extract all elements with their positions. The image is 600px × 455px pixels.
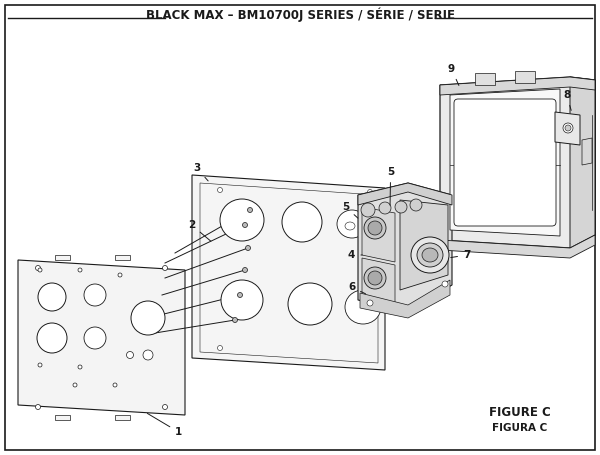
Polygon shape <box>115 255 130 260</box>
Ellipse shape <box>35 404 41 410</box>
FancyBboxPatch shape <box>454 99 556 226</box>
Ellipse shape <box>565 125 571 131</box>
Text: 5: 5 <box>387 167 394 205</box>
Ellipse shape <box>245 246 251 251</box>
Ellipse shape <box>163 266 167 271</box>
Ellipse shape <box>143 350 153 360</box>
Ellipse shape <box>368 221 382 235</box>
Polygon shape <box>358 183 452 205</box>
Ellipse shape <box>410 199 422 211</box>
Text: FIGURA C: FIGURA C <box>493 423 548 433</box>
Ellipse shape <box>131 301 165 335</box>
Ellipse shape <box>163 404 167 410</box>
Ellipse shape <box>379 202 391 214</box>
Polygon shape <box>115 415 130 420</box>
Ellipse shape <box>361 203 375 217</box>
Ellipse shape <box>422 248 438 262</box>
Ellipse shape <box>118 273 122 277</box>
Polygon shape <box>362 258 395 306</box>
Ellipse shape <box>411 237 449 273</box>
Text: 8: 8 <box>563 90 571 111</box>
Ellipse shape <box>78 365 82 369</box>
Polygon shape <box>515 71 535 83</box>
Ellipse shape <box>220 199 264 241</box>
Ellipse shape <box>242 222 248 228</box>
Ellipse shape <box>218 345 223 350</box>
Ellipse shape <box>364 267 386 289</box>
Ellipse shape <box>238 293 242 298</box>
Ellipse shape <box>367 300 373 306</box>
Ellipse shape <box>84 284 106 306</box>
Text: BLACK MAX – BM10700J SERIES / SÉRIE / SERIE: BLACK MAX – BM10700J SERIES / SÉRIE / SE… <box>146 8 455 22</box>
Polygon shape <box>440 77 595 95</box>
Ellipse shape <box>282 202 322 242</box>
Ellipse shape <box>38 363 42 367</box>
Ellipse shape <box>38 283 66 311</box>
Polygon shape <box>440 235 595 258</box>
Ellipse shape <box>563 123 573 133</box>
Polygon shape <box>450 89 560 236</box>
Ellipse shape <box>37 323 67 353</box>
Text: 9: 9 <box>448 64 459 86</box>
Text: 5: 5 <box>342 202 358 218</box>
Polygon shape <box>55 255 70 260</box>
Polygon shape <box>358 183 452 310</box>
Ellipse shape <box>242 268 248 273</box>
Text: 7: 7 <box>451 250 470 260</box>
Text: 3: 3 <box>193 163 208 181</box>
Text: FIGURE C: FIGURE C <box>489 405 551 419</box>
Ellipse shape <box>218 187 223 192</box>
Ellipse shape <box>38 268 42 272</box>
Ellipse shape <box>442 281 448 287</box>
Polygon shape <box>360 280 450 318</box>
Polygon shape <box>555 112 580 145</box>
Ellipse shape <box>248 207 253 212</box>
Polygon shape <box>18 260 185 415</box>
Ellipse shape <box>368 271 382 285</box>
Polygon shape <box>55 415 70 420</box>
Ellipse shape <box>127 352 133 359</box>
Ellipse shape <box>78 268 82 272</box>
Text: 6: 6 <box>348 282 365 294</box>
Ellipse shape <box>84 327 106 349</box>
Polygon shape <box>192 175 385 370</box>
Polygon shape <box>570 77 595 248</box>
Polygon shape <box>582 138 592 165</box>
Polygon shape <box>440 77 595 248</box>
Ellipse shape <box>417 243 443 267</box>
Polygon shape <box>200 183 378 363</box>
Polygon shape <box>362 207 395 262</box>
Ellipse shape <box>35 266 41 271</box>
Ellipse shape <box>367 189 373 194</box>
Ellipse shape <box>233 318 238 323</box>
Ellipse shape <box>221 280 263 320</box>
Ellipse shape <box>337 210 367 238</box>
Ellipse shape <box>345 290 381 324</box>
Ellipse shape <box>364 217 386 239</box>
Text: 2: 2 <box>188 220 211 241</box>
Polygon shape <box>475 73 495 85</box>
Ellipse shape <box>113 383 117 387</box>
Ellipse shape <box>395 201 407 213</box>
Ellipse shape <box>73 383 77 387</box>
Text: 1: 1 <box>148 414 182 437</box>
Ellipse shape <box>288 283 332 325</box>
Ellipse shape <box>345 222 355 230</box>
Polygon shape <box>400 200 448 290</box>
Text: 4: 4 <box>348 250 362 260</box>
